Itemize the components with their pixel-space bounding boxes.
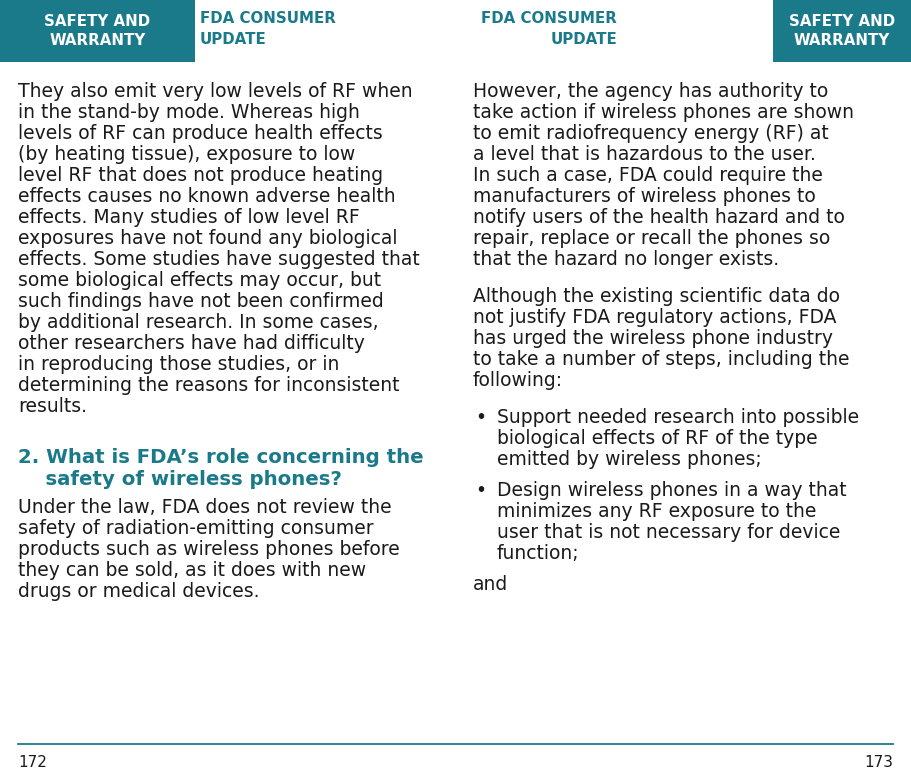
Text: function;: function; xyxy=(497,544,579,563)
Text: (by heating tissue), exposure to low: (by heating tissue), exposure to low xyxy=(18,145,355,164)
Text: safety of wireless phones?: safety of wireless phones? xyxy=(18,470,342,489)
Text: Under the law, FDA does not review the: Under the law, FDA does not review the xyxy=(18,498,392,517)
Text: 172: 172 xyxy=(18,755,46,770)
Text: following:: following: xyxy=(473,371,563,390)
Text: has urged the wireless phone industry: has urged the wireless phone industry xyxy=(473,329,833,348)
Text: •: • xyxy=(475,408,486,427)
Text: a level that is hazardous to the user.: a level that is hazardous to the user. xyxy=(473,145,816,164)
Text: 173: 173 xyxy=(864,755,893,770)
Text: 2. What is FDA’s role concerning the: 2. What is FDA’s role concerning the xyxy=(18,448,424,467)
Text: other researchers have had difficulty: other researchers have had difficulty xyxy=(18,334,365,353)
Text: that the hazard no longer exists.: that the hazard no longer exists. xyxy=(473,250,779,269)
Text: FDA CONSUMER
UPDATE: FDA CONSUMER UPDATE xyxy=(200,11,336,47)
Text: biological effects of RF of the type: biological effects of RF of the type xyxy=(497,429,818,448)
Text: results.: results. xyxy=(18,397,87,416)
Text: However, the agency has authority to: However, the agency has authority to xyxy=(473,82,828,101)
Text: safety of radiation-emitting consumer: safety of radiation-emitting consumer xyxy=(18,519,374,538)
Text: in reproducing those studies, or in: in reproducing those studies, or in xyxy=(18,355,340,374)
Text: SAFETY AND
WARRANTY: SAFETY AND WARRANTY xyxy=(789,13,896,48)
Text: levels of RF can produce health effects: levels of RF can produce health effects xyxy=(18,124,383,143)
Text: user that is not necessary for device: user that is not necessary for device xyxy=(497,523,840,542)
Text: effects causes no known adverse health: effects causes no known adverse health xyxy=(18,187,395,206)
Text: take action if wireless phones are shown: take action if wireless phones are shown xyxy=(473,103,854,122)
Text: they can be sold, as it does with new: they can be sold, as it does with new xyxy=(18,561,366,580)
Text: minimizes any RF exposure to the: minimizes any RF exposure to the xyxy=(497,502,816,521)
Text: and: and xyxy=(473,575,508,594)
Text: some biological effects may occur, but: some biological effects may occur, but xyxy=(18,271,381,290)
Text: such findings have not been confirmed: such findings have not been confirmed xyxy=(18,292,384,311)
Text: In such a case, FDA could require the: In such a case, FDA could require the xyxy=(473,166,823,185)
Text: •: • xyxy=(475,481,486,500)
Text: level RF that does not produce heating: level RF that does not produce heating xyxy=(18,166,384,185)
Text: products such as wireless phones before: products such as wireless phones before xyxy=(18,540,400,559)
Text: by additional research. In some cases,: by additional research. In some cases, xyxy=(18,313,379,332)
Text: Support needed research into possible: Support needed research into possible xyxy=(497,408,859,427)
Text: effects. Many studies of low level RF: effects. Many studies of low level RF xyxy=(18,208,360,227)
Bar xyxy=(0,0,195,62)
Text: FDA CONSUMER
UPDATE: FDA CONSUMER UPDATE xyxy=(481,11,617,47)
Text: Although the existing scientific data do: Although the existing scientific data do xyxy=(473,287,840,306)
Text: drugs or medical devices.: drugs or medical devices. xyxy=(18,582,260,601)
Text: manufacturers of wireless phones to: manufacturers of wireless phones to xyxy=(473,187,815,206)
Text: SAFETY AND
WARRANTY: SAFETY AND WARRANTY xyxy=(45,13,150,48)
Text: in the stand-by mode. Whereas high: in the stand-by mode. Whereas high xyxy=(18,103,360,122)
Text: to emit radiofrequency energy (RF) at: to emit radiofrequency energy (RF) at xyxy=(473,124,829,143)
Text: determining the reasons for inconsistent: determining the reasons for inconsistent xyxy=(18,376,400,395)
Text: exposures have not found any biological: exposures have not found any biological xyxy=(18,229,397,248)
Text: emitted by wireless phones;: emitted by wireless phones; xyxy=(497,450,762,469)
Text: to take a number of steps, including the: to take a number of steps, including the xyxy=(473,350,849,369)
Text: They also emit very low levels of RF when: They also emit very low levels of RF whe… xyxy=(18,82,413,101)
Text: not justify FDA regulatory actions, FDA: not justify FDA regulatory actions, FDA xyxy=(473,308,836,327)
Text: notify users of the health hazard and to: notify users of the health hazard and to xyxy=(473,208,844,227)
Text: Design wireless phones in a way that: Design wireless phones in a way that xyxy=(497,481,846,500)
Text: effects. Some studies have suggested that: effects. Some studies have suggested tha… xyxy=(18,250,420,269)
Bar xyxy=(773,0,911,62)
Text: repair, replace or recall the phones so: repair, replace or recall the phones so xyxy=(473,229,830,248)
